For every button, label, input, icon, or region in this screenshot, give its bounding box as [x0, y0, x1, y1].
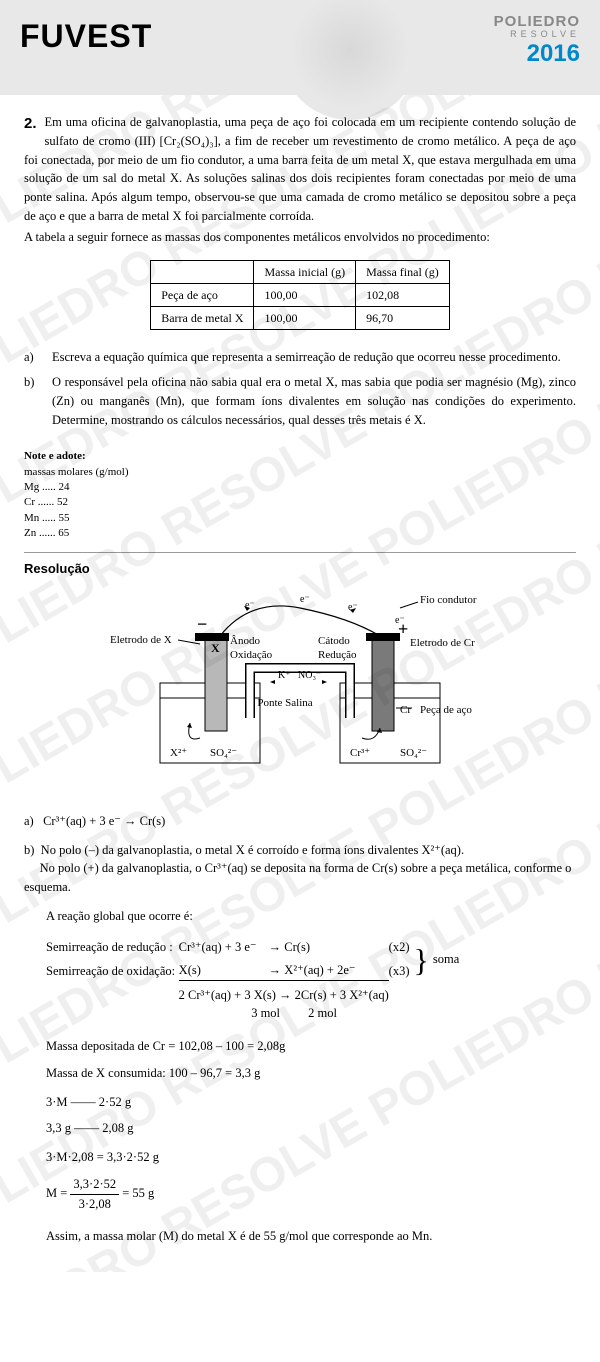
svg-text:−: − [197, 614, 207, 634]
mass-table: Massa inicial (g) Massa final (g) Peça d… [150, 260, 450, 330]
proportion-2: 3,3 g —— 2,08 g [46, 1119, 576, 1138]
calc-line-1: 3·M·2,08 = 3,3·2·52 g [46, 1148, 576, 1167]
item-label: a) [24, 348, 42, 367]
note-subtitle: massas molares (g/mol) [24, 465, 576, 480]
svg-text:Fio condutor: Fio condutor [420, 594, 477, 606]
svg-text:Ponte Salina: Ponte Salina [257, 697, 312, 709]
item-text: Escreva a equação química que representa… [52, 348, 561, 367]
note-title: Note e adote: [24, 449, 576, 464]
svg-text:Cr: Cr [400, 704, 411, 716]
item-text: O responsável pela oficina não sabia qua… [52, 373, 576, 429]
page-content: POLIEDRO RESOLVE POLIEDRO RESOLVE POLIED… [0, 95, 600, 1272]
question-item-b: b) O responsável pela oficina não sabia … [24, 373, 576, 429]
resolution-title: Resolução [24, 559, 576, 579]
molar-line: Mn ..... 55 [24, 511, 576, 526]
svg-text:NO₃⁻: NO₃⁻ [298, 670, 321, 681]
question-text-2: A tabela a seguir fornece as massas dos … [24, 228, 576, 247]
table-header-cell [151, 261, 254, 284]
cell-svg: Fio condutor e⁻ e⁻ e⁻ e⁻ X − + [100, 588, 500, 788]
mass-cr-line: Massa depositada de Cr = 102,08 – 100 = … [46, 1037, 576, 1056]
question-item-a: a) Escreva a equação química que represe… [24, 348, 576, 367]
brand-name: POLIEDRO [494, 14, 580, 29]
question-text: Em uma oficina de galvanoplastia, uma pe… [24, 113, 576, 226]
table-header-cell: Massa final (g) [356, 261, 450, 284]
svg-text:Oxidação: Oxidação [230, 649, 273, 661]
svg-text:Eletrodo de X: Eletrodo de X [110, 634, 172, 646]
svg-text:Redução: Redução [318, 649, 357, 661]
divider [24, 552, 576, 553]
question-number: 2. [24, 113, 37, 136]
svg-text:Eletrodo de Cr: Eletrodo de Cr [410, 637, 475, 649]
svg-text:SO₄²⁻: SO₄²⁻ [400, 747, 427, 759]
electrochemical-diagram: Fio condutor e⁻ e⁻ e⁻ e⁻ X − + [24, 588, 576, 794]
molar-line: Mg ..... 24 [24, 480, 576, 495]
table-header-row: Massa inicial (g) Massa final (g) [151, 261, 450, 284]
proportion-1: 3·M —— 2·52 g [46, 1093, 576, 1112]
answer-b: b) No polo (–) da galvanoplastia, o meta… [24, 841, 576, 897]
svg-text:e⁻: e⁻ [300, 594, 310, 605]
brand-subtitle: RESOLVE [494, 29, 580, 40]
reaction-equations: Semirreação de redução : Cr³⁺(aq) + 3 e⁻… [46, 936, 576, 1024]
page-header: FUVEST POLIEDRO RESOLVE 2016 [0, 0, 600, 95]
svg-text:Ânodo: Ânodo [230, 635, 260, 647]
calc-line-2: M = 3,3·2·52 3·2,08 = 55 g [46, 1175, 576, 1214]
svg-text:Peça de aço: Peça de aço [420, 704, 472, 716]
mass-x-line: Massa de X consumida: 100 – 96,7 = 3,3 g [46, 1064, 576, 1083]
global-reaction-label: A reação global que ocorre é: [46, 907, 576, 926]
table-row: Barra de metal X 100,00 96,70 [151, 307, 450, 330]
svg-text:X: X [211, 641, 220, 655]
svg-text:X²⁺: X²⁺ [170, 747, 187, 759]
svg-text:SO₄²⁻: SO₄²⁻ [210, 747, 237, 759]
molar-line: Zn ...... 65 [24, 526, 576, 541]
table-row: Peça de aço 100,00 102,08 [151, 284, 450, 307]
brand-year: 2016 [494, 40, 580, 69]
conclusion-line: Assim, a massa molar (M) do metal X é de… [46, 1227, 576, 1246]
item-label: b) [24, 373, 42, 429]
svg-text:K⁺: K⁺ [278, 670, 291, 681]
svg-text:Cátodo: Cátodo [318, 635, 350, 647]
note-block: Note e adote: massas molares (g/mol) Mg … [24, 449, 576, 541]
molar-line: Cr ...... 52 [24, 495, 576, 510]
question-block: 2. Em uma oficina de galvanoplastia, uma… [24, 113, 576, 542]
answer-a: a) Cr³⁺(aq) + 3 e⁻ → Cr(s) [24, 812, 576, 831]
svg-text:Cr³⁺: Cr³⁺ [350, 747, 370, 759]
table-header-cell: Massa inicial (g) [254, 261, 356, 284]
brand-logo-block: POLIEDRO RESOLVE 2016 [494, 14, 580, 69]
svg-text:+: + [398, 619, 408, 639]
